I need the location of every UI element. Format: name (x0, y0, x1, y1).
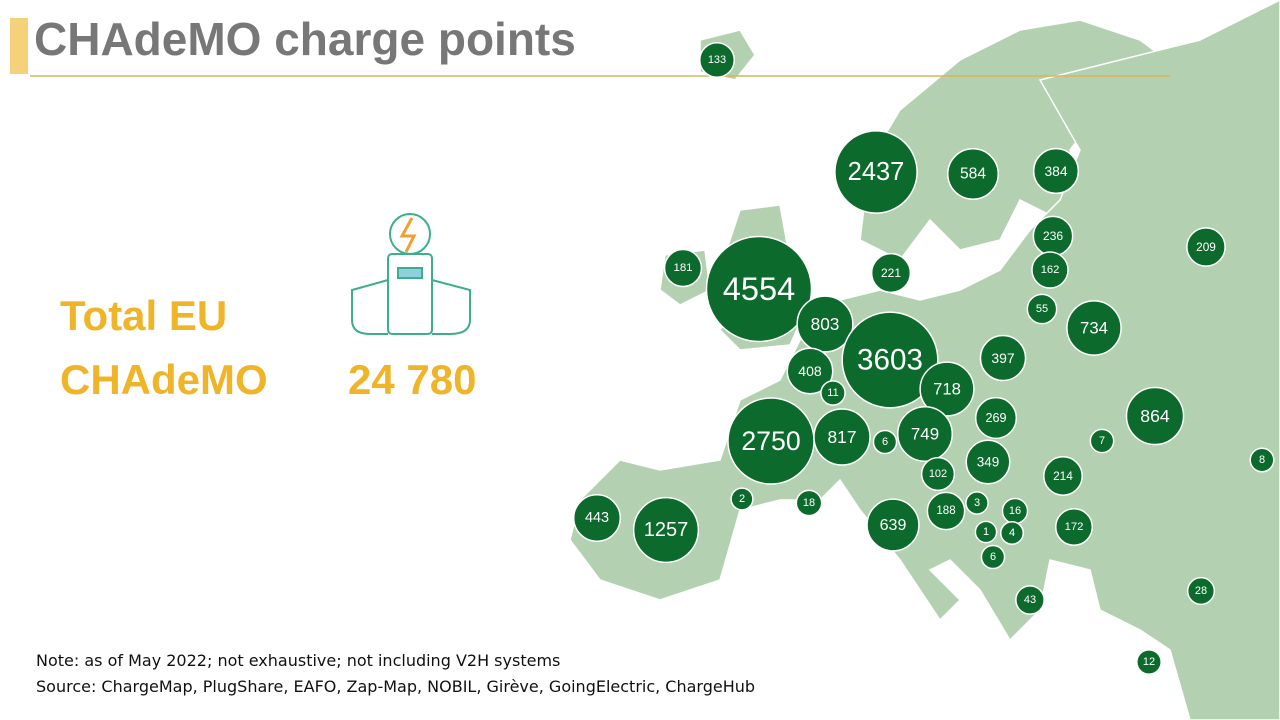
bubble (632, 496, 700, 564)
bubble-label: 864 (1140, 406, 1170, 426)
bubble (1089, 428, 1115, 454)
bubble (1186, 576, 1216, 606)
bubble (820, 380, 846, 406)
bubble (698, 41, 736, 79)
bubble-label: 221 (881, 266, 901, 280)
bubble-label: 7 (1099, 435, 1105, 447)
bubble-label: 2437 (848, 158, 905, 186)
bubble-label: 6 (882, 436, 888, 448)
bubble-label: 397 (991, 350, 1015, 366)
total-label: CHAdeMO (60, 356, 268, 403)
bubble-label: 8 (1259, 454, 1265, 466)
bubble-label: 12 (1143, 656, 1155, 668)
bubble (926, 491, 966, 531)
bubble (965, 491, 989, 515)
bubble (1043, 456, 1083, 496)
bubble (1032, 147, 1080, 195)
bubble-label: 803 (811, 314, 840, 334)
bubble (999, 520, 1025, 546)
title: CHAdeMO charge points (34, 13, 576, 65)
bubble-label: 18 (803, 497, 815, 509)
bubble-label: 162 (1041, 264, 1060, 276)
bubble (1054, 507, 1094, 547)
bubble (872, 429, 898, 455)
total-value: 24 780 (348, 356, 477, 403)
bubble-label: 349 (977, 455, 1000, 470)
bubble-label: 749 (911, 425, 939, 444)
bubble (897, 406, 953, 462)
bubble-label: 584 (960, 166, 986, 183)
bubble-label: 269 (985, 411, 1006, 425)
bubble-label: 384 (1044, 163, 1067, 179)
bubble-label: 408 (798, 363, 822, 379)
bubble-label: 55 (1036, 303, 1048, 315)
bubble-label: 236 (1043, 229, 1064, 243)
bubble (572, 493, 622, 543)
charger-icon (351, 213, 471, 335)
bubble (795, 489, 823, 517)
bubble-label: 734 (1080, 319, 1108, 338)
bubble (920, 456, 956, 492)
bubble (1249, 447, 1275, 473)
bubble-label: 718 (933, 380, 961, 399)
bubble-label: 3603 (857, 344, 923, 377)
bubble-label: 4 (1009, 527, 1015, 539)
source: Source: ChargeMap, PlugShare, EAFO, Zap-… (36, 677, 756, 696)
bubble-label: 3 (974, 497, 980, 509)
bubble-label: 2750 (741, 426, 800, 456)
bubble-label: 43 (1024, 594, 1036, 606)
bubble-label: 172 (1065, 521, 1084, 533)
bubble-label: 2 (739, 493, 745, 505)
bubble (919, 361, 975, 417)
bubble (947, 148, 999, 200)
bubble (1031, 251, 1069, 289)
total-label: Total EU (60, 292, 228, 339)
bubble-label: 639 (880, 516, 907, 534)
bubble-label: 16 (1009, 505, 1021, 517)
bubble (834, 130, 918, 214)
bubble-label: 133 (708, 54, 726, 66)
bubble-label: 209 (1196, 240, 1216, 254)
bubble (1026, 293, 1058, 325)
bubble-label: 11 (827, 387, 838, 399)
bubble-label: 817 (828, 427, 857, 447)
bubble (965, 439, 1011, 485)
bubble (1066, 300, 1122, 356)
bubble-label: 1 (983, 526, 989, 538)
bubble (866, 498, 920, 552)
bubble-label: 443 (585, 510, 609, 526)
bubble-label: 6 (990, 551, 996, 563)
title-accent (10, 18, 28, 74)
bubble-label: 214 (1053, 469, 1073, 483)
bubble-label: 188 (936, 505, 955, 517)
bubble (974, 396, 1018, 440)
bubble (1136, 649, 1162, 675)
bubble (974, 520, 998, 544)
bubble (979, 334, 1027, 382)
bubble (663, 248, 703, 288)
bubble (1125, 386, 1185, 446)
bubble-label: 102 (929, 468, 947, 480)
bubble (841, 311, 939, 409)
bubble (1186, 227, 1226, 267)
note: Note: as of May 2022; not exhaustive; no… (36, 651, 561, 670)
bubble-label: 28 (1195, 585, 1207, 597)
bubble (1015, 585, 1045, 615)
bubble (705, 235, 813, 343)
bubble-label: 181 (673, 262, 692, 274)
bubble-label: 4554 (723, 271, 795, 307)
bubble (980, 544, 1006, 570)
bubble (730, 487, 754, 511)
bubble-label: 1257 (644, 519, 689, 541)
bubble (870, 252, 912, 294)
bubble (796, 295, 854, 353)
bubble (786, 347, 834, 395)
bubble (813, 408, 871, 466)
